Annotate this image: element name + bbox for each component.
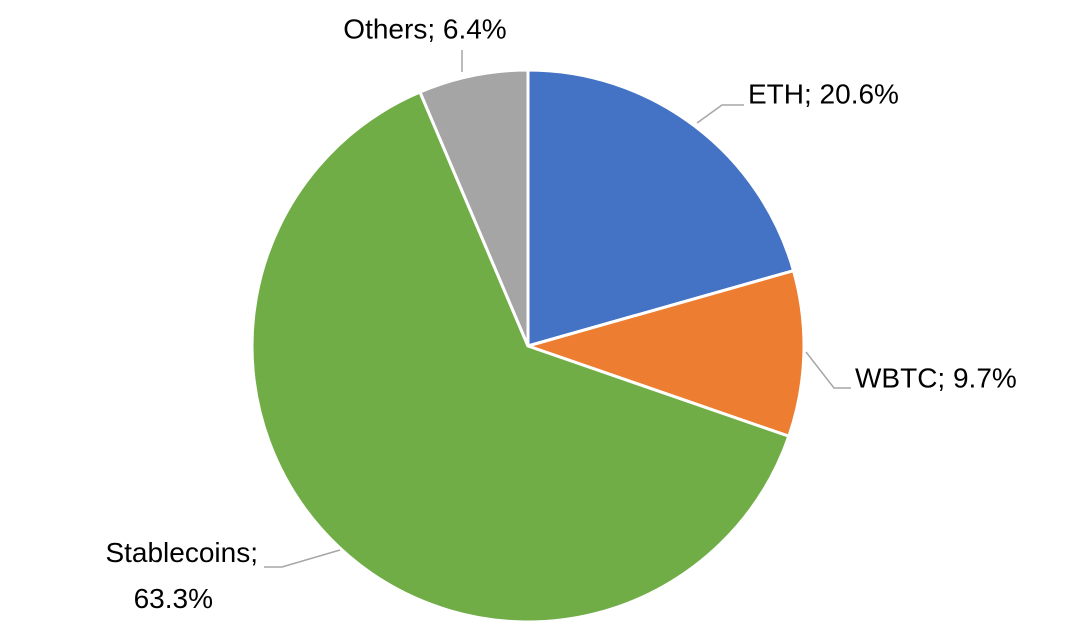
pie-slice [250,90,791,624]
pie-slice [523,268,806,439]
leader-line [696,104,744,124]
data-label-line: Stablecoins; [105,537,258,568]
data-label-line: 63.3% [134,583,213,614]
data-label: Stablecoins; 63.3% [105,537,258,614]
pie-slice [418,68,530,347]
data-label: WBTC; 9.7% [855,362,1017,393]
data-label: Others; 6.4% [343,13,506,44]
data-label: ETH; 20.6% [748,78,899,109]
leader-line [805,351,851,389]
leader-line [264,549,341,568]
pie-slice [526,68,796,348]
